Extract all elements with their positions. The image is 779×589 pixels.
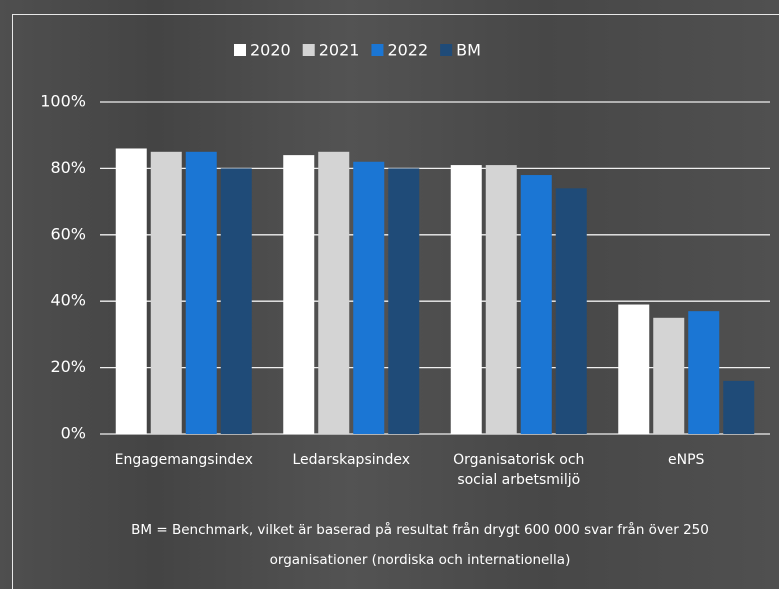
x-tick-label: Engagemangsindex [104, 450, 264, 470]
y-tick-label: 40% [50, 291, 86, 310]
bar [283, 155, 314, 434]
bar [221, 168, 252, 434]
y-tick-label: 100% [40, 92, 86, 111]
bar [653, 318, 684, 434]
bar [186, 152, 217, 434]
page: 0% 20% 40% 60% 80% 100% 2020 2021 2022 BM BM = Be… [0, 0, 779, 589]
bar [151, 152, 182, 434]
x-tick-label: Ledarskapsindex [271, 450, 431, 470]
footnote: BM = Benchmark, vilket är baserad på res… [110, 515, 730, 575]
bar [521, 175, 552, 434]
bar [486, 165, 517, 434]
bar [318, 152, 349, 434]
legend-label: 2022 [387, 41, 428, 60]
x-tick-label: eNPS [606, 450, 766, 470]
bar [556, 188, 587, 434]
bar [116, 148, 147, 434]
bar [388, 168, 419, 434]
bar [451, 165, 482, 434]
bar [723, 381, 754, 434]
bar [618, 305, 649, 434]
y-tick-label: 0% [61, 424, 86, 443]
bar [688, 311, 719, 434]
y-tick-label: 80% [50, 158, 86, 177]
legend-swatch [234, 44, 246, 56]
legend-swatch [371, 44, 383, 56]
bar [353, 162, 384, 434]
legend-label: BM [456, 41, 481, 60]
x-tick-label: Organisatorisk och social arbetsmiljö [439, 450, 599, 490]
legend-label: 2021 [319, 41, 360, 60]
y-tick-label: 60% [50, 224, 86, 243]
y-tick-label: 20% [50, 357, 86, 376]
legend-label: 2020 [250, 41, 291, 60]
chart: 0% 20% 40% 60% 80% 100% 2020 2021 2022 BM [0, 0, 779, 589]
legend-swatch [440, 44, 452, 56]
legend-swatch [303, 44, 315, 56]
